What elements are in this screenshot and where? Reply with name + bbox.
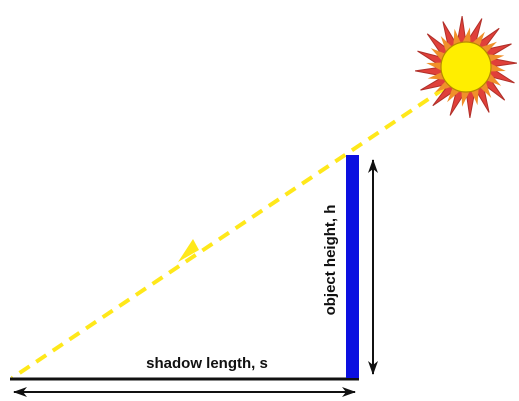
sun-ray-arrowhead (178, 239, 199, 262)
shadow-length-label: shadow length, s (146, 355, 268, 372)
object-pole (346, 155, 359, 378)
object-height-label: object height, h (322, 205, 339, 316)
sun-ray-line (10, 86, 447, 380)
sun-icon (415, 16, 517, 118)
